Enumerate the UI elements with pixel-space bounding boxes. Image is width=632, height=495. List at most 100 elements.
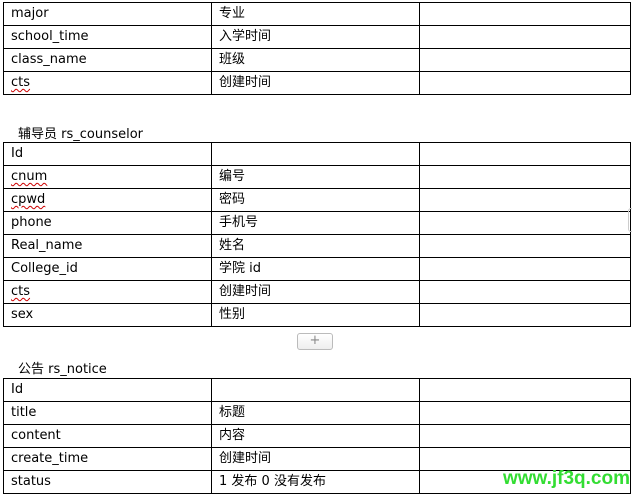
table-row: Real_name 姓名 <box>3 234 631 258</box>
cell-field[interactable]: title <box>3 401 212 425</box>
cell-field[interactable]: school_time <box>3 25 212 49</box>
cell-note[interactable] <box>419 48 631 72</box>
table-student-fields: major 专业 school_time 入学时间 class_name 班级 cts 创建时… <box>3 2 631 95</box>
cell-text: content <box>11 428 61 443</box>
cell-text: 内容 <box>219 428 246 443</box>
table-row: Id <box>3 142 631 166</box>
cell-desc[interactable]: 创建时间 <box>211 280 420 304</box>
cell-text: cts <box>11 284 31 299</box>
cell-text: 标题 <box>219 405 246 420</box>
cell-text: cnum <box>11 169 48 184</box>
cell-note[interactable] <box>419 303 631 327</box>
cell-text: 学院 id <box>219 261 261 276</box>
cell-desc[interactable]: 性别 <box>211 303 420 327</box>
cell-text: 班级 <box>219 52 246 67</box>
cell-note[interactable] <box>419 211 631 235</box>
cell-field[interactable]: Id <box>3 378 212 402</box>
cell-desc[interactable]: 学院 id <box>211 257 420 281</box>
table-notice: Id title 标题 content 内容 create_time 创建时间 status 1… <box>3 378 631 494</box>
cell-field[interactable]: cpwd <box>3 188 212 212</box>
table-row: title 标题 <box>3 401 631 425</box>
cell-text: school_time <box>11 29 89 44</box>
cell-note[interactable] <box>419 257 631 281</box>
cell-text: 入学时间 <box>219 29 272 44</box>
table-row: Id <box>3 378 631 402</box>
cell-field[interactable]: status <box>3 470 212 494</box>
table-row: cts 创建时间 <box>3 280 631 304</box>
cell-text: phone <box>11 215 52 230</box>
cell-field[interactable]: create_time <box>3 447 212 471</box>
cell-text: Id <box>11 382 24 397</box>
cell-desc[interactable]: 1 发布 0 没有发布 <box>211 470 420 494</box>
cell-text: 姓名 <box>219 238 246 253</box>
cell-text: 创建时间 <box>219 451 272 466</box>
cell-field[interactable]: content <box>3 424 212 448</box>
table-row: status 1 发布 0 没有发布 <box>3 470 631 494</box>
cell-desc[interactable]: 入学时间 <box>211 25 420 49</box>
cell-field[interactable]: cts <box>3 280 212 304</box>
cell-field[interactable]: sex <box>3 303 212 327</box>
cell-text: 专业 <box>219 6 246 21</box>
cell-desc[interactable]: 创建时间 <box>211 71 420 95</box>
cell-note[interactable] <box>419 188 631 212</box>
cell-desc[interactable]: 编号 <box>211 165 420 189</box>
cell-desc[interactable]: 姓名 <box>211 234 420 258</box>
cell-field[interactable]: College_id <box>3 257 212 281</box>
cell-text: class_name <box>11 52 87 67</box>
cell-note[interactable] <box>419 25 631 49</box>
table-counselor: Id cnum 编号 cpwd 密码 phone 手机号 Real_name 姓名 College… <box>3 142 631 327</box>
cell-field[interactable]: cts <box>3 71 212 95</box>
cell-note[interactable] <box>419 401 631 425</box>
cell-field[interactable]: Id <box>3 142 212 166</box>
cell-text: title <box>11 405 37 420</box>
cell-field[interactable]: major <box>3 2 212 26</box>
cell-text: 1 发布 0 没有发布 <box>219 474 326 489</box>
cell-desc[interactable]: 手机号 <box>211 211 420 235</box>
cell-text: 创建时间 <box>219 284 272 299</box>
cell-desc[interactable]: 班级 <box>211 48 420 72</box>
cell-field[interactable]: class_name <box>3 48 212 72</box>
table-row: College_id 学院 id <box>3 257 631 281</box>
cell-note[interactable] <box>419 71 631 95</box>
cell-text: 性别 <box>219 307 246 322</box>
cell-text: 密码 <box>219 192 246 207</box>
cell-field[interactable]: Real_name <box>3 234 212 258</box>
cell-field[interactable]: phone <box>3 211 212 235</box>
table-row: cnum 编号 <box>3 165 631 189</box>
counselor-heading: 辅导员 rs_counselor <box>18 127 144 142</box>
watermark: www.jf3q.com <box>502 468 630 489</box>
table-row: major 专业 <box>3 2 631 26</box>
cell-desc[interactable]: 标题 <box>211 401 420 425</box>
cell-desc[interactable]: 内容 <box>211 424 420 448</box>
cell-note[interactable] <box>419 234 631 258</box>
cell-text: cts <box>11 75 31 90</box>
cell-note[interactable] <box>419 2 631 26</box>
cell-note[interactable] <box>419 142 631 166</box>
cell-text: Id <box>11 146 24 161</box>
cell-note[interactable] <box>419 470 631 494</box>
cell-text: 创建时间 <box>219 75 272 90</box>
table-row: cts 创建时间 <box>3 71 631 95</box>
cell-note[interactable] <box>419 378 631 402</box>
cell-text: sex <box>11 307 34 322</box>
table-row: content 内容 <box>3 424 631 448</box>
add-row-button[interactable]: + <box>297 333 333 350</box>
cell-text: Real_name <box>11 238 83 253</box>
table-row: phone 手机号 <box>3 211 631 235</box>
table-row: class_name 班级 <box>3 48 631 72</box>
cell-note[interactable] <box>419 280 631 304</box>
cell-desc[interactable]: 创建时间 <box>211 447 420 471</box>
cell-desc[interactable] <box>211 142 420 166</box>
cell-desc[interactable] <box>211 378 420 402</box>
cell-desc[interactable]: 专业 <box>211 2 420 26</box>
table-resize-handle[interactable] <box>628 208 632 232</box>
cell-note[interactable] <box>419 165 631 189</box>
table-row: school_time 入学时间 <box>3 25 631 49</box>
cell-field[interactable]: cnum <box>3 165 212 189</box>
notice-heading: 公告 rs_notice <box>18 362 107 377</box>
table-row: cpwd 密码 <box>3 188 631 212</box>
cell-text: cpwd <box>11 192 46 207</box>
cell-note[interactable] <box>419 424 631 448</box>
cell-desc[interactable]: 密码 <box>211 188 420 212</box>
cell-text: major <box>11 6 49 21</box>
